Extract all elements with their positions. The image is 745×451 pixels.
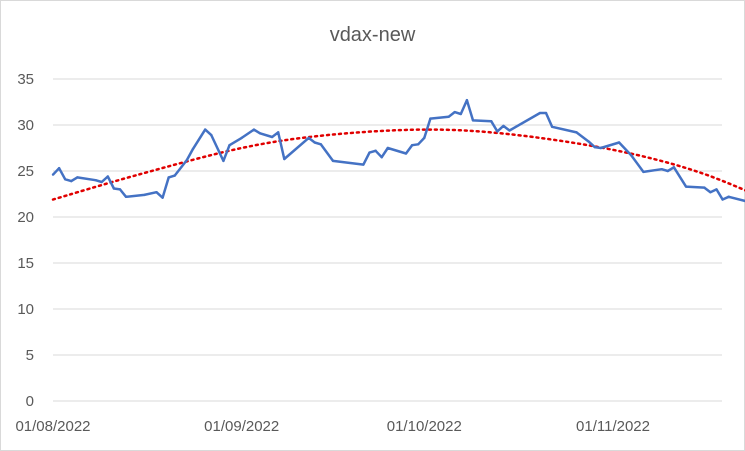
data-point — [502, 124, 505, 128]
data-point — [642, 170, 645, 174]
data-point — [593, 145, 596, 149]
data-point — [374, 149, 377, 152]
series-line — [52, 98, 745, 203]
data-point — [258, 132, 262, 135]
data-point — [423, 136, 426, 140]
data-point — [575, 131, 578, 134]
data-point — [51, 173, 55, 176]
data-point — [471, 119, 475, 122]
data-point — [191, 147, 195, 151]
data-point — [368, 151, 371, 154]
chart-title: vdax-new — [329, 24, 416, 46]
data-point — [496, 130, 499, 133]
data-point — [143, 193, 146, 197]
data-point — [459, 112, 463, 116]
y-tick-label: 25 — [17, 163, 34, 180]
data-point — [319, 143, 323, 146]
data-point — [331, 159, 335, 163]
data-point — [410, 144, 414, 147]
data-point — [684, 185, 688, 188]
data-point — [386, 146, 389, 150]
data-point — [118, 188, 122, 191]
data-point — [203, 128, 207, 131]
y-tick-label: 30 — [17, 117, 34, 134]
x-tick-label: 01/09/2022 — [204, 418, 279, 435]
y-tick-label: 0 — [26, 393, 34, 410]
data-point — [660, 167, 663, 171]
data-point — [76, 176, 79, 179]
data-point — [465, 98, 469, 102]
data-point — [252, 128, 256, 131]
data-point — [100, 180, 103, 184]
y-tick-label: 10 — [17, 301, 34, 318]
data-point — [380, 156, 383, 159]
data-point — [587, 140, 590, 143]
data-point — [703, 186, 706, 189]
data-point — [538, 111, 542, 115]
y-tick-label: 5 — [26, 347, 34, 364]
data-point — [447, 115, 450, 118]
data-point — [727, 195, 730, 198]
data-point — [508, 129, 511, 132]
y-tick-label: 35 — [17, 71, 34, 88]
data-point — [283, 157, 286, 161]
trendline — [51, 128, 745, 201]
x-tick-label: 01/11/2022 — [576, 418, 650, 435]
data-point — [94, 179, 97, 182]
data-point — [429, 117, 432, 120]
data-point — [617, 141, 621, 144]
x-tick-label: 01/10/2022 — [387, 418, 462, 435]
data-point — [666, 169, 669, 173]
data-point — [453, 110, 456, 114]
data-point — [630, 154, 633, 157]
y-tick-label: 15 — [17, 255, 34, 272]
data-point — [161, 196, 164, 199]
data-point — [307, 136, 310, 140]
data-point — [544, 111, 548, 115]
data-point — [277, 131, 280, 134]
data-point — [362, 163, 365, 166]
y-tick-label: 20 — [17, 209, 34, 226]
data-point — [715, 188, 718, 191]
data-point — [57, 167, 61, 170]
data-point — [313, 141, 316, 144]
data-point — [63, 178, 67, 181]
data-point — [185, 158, 189, 162]
data-point — [210, 133, 213, 137]
data-point — [404, 152, 408, 155]
data-point — [106, 175, 109, 178]
data-point — [721, 198, 724, 201]
data-point — [228, 144, 231, 147]
data-point — [112, 187, 116, 190]
data-point — [550, 125, 554, 129]
data-point — [222, 159, 225, 163]
data-point — [599, 146, 603, 150]
data-point — [124, 195, 128, 198]
data-point — [672, 166, 676, 169]
data-point — [173, 174, 176, 177]
data-point — [709, 190, 712, 194]
data-point — [270, 135, 274, 139]
data-point — [417, 143, 420, 146]
data-point — [490, 120, 493, 123]
data-point — [240, 136, 243, 140]
data-point — [70, 179, 73, 183]
data-point — [155, 190, 158, 194]
data-point — [167, 176, 170, 179]
x-tick-label: 01/08/2022 — [15, 418, 90, 435]
